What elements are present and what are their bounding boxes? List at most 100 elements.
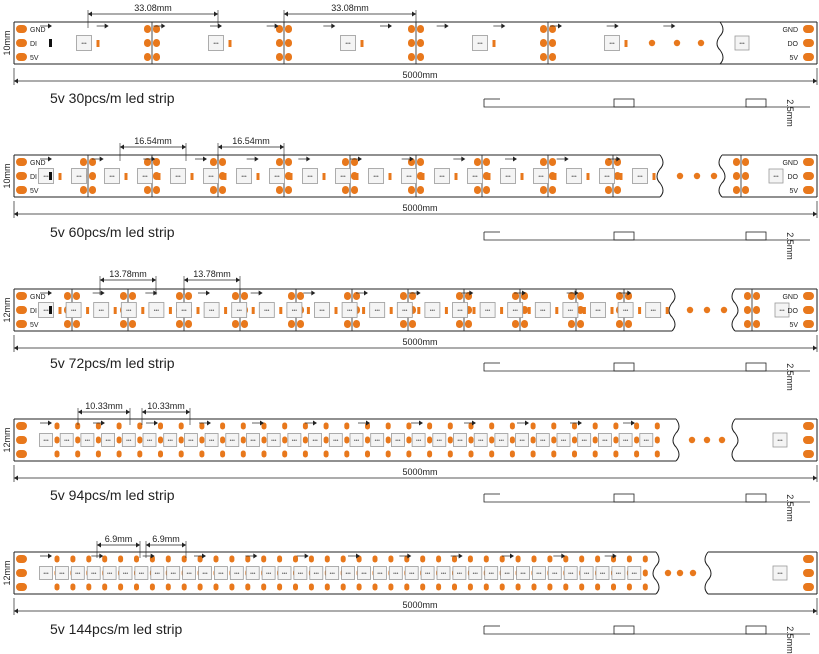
solder-pad: [452, 555, 457, 563]
solder-pad: [531, 583, 537, 591]
led-chip-marker: •••: [499, 438, 505, 444]
led-chip-marker: •••: [395, 438, 401, 444]
solder-pad: [240, 422, 246, 430]
spacing-label: 16.54mm: [232, 136, 270, 146]
solder-pad: [73, 320, 80, 328]
solder-pad: [803, 450, 814, 458]
data-direction-arrow-head: [218, 23, 222, 29]
led-chip: [335, 168, 351, 184]
spacing-arrow-head: [146, 542, 150, 548]
spacing-arrow-head: [97, 542, 101, 548]
solder-pad: [417, 53, 424, 61]
solder-pad: [137, 436, 143, 444]
ellipsis-dot: [703, 436, 711, 444]
led-chip-marker: •••: [485, 308, 491, 314]
solder-pad: [613, 450, 619, 458]
pin-label-gnd: GND: [30, 27, 46, 34]
solder-pad: [572, 450, 577, 458]
profile-component: [745, 493, 767, 503]
solder-pad: [158, 450, 163, 458]
solder-pad: [229, 555, 235, 563]
led-chip: [590, 302, 606, 318]
length-arrow-head: [813, 608, 817, 614]
solder-pad: [261, 583, 267, 591]
solder-pad: [436, 583, 442, 591]
led-chip-marker: •••: [582, 438, 588, 444]
solder-pad: [626, 583, 632, 591]
data-direction-arrow-head: [311, 290, 316, 296]
solder-pad: [240, 450, 246, 458]
solder-pad: [353, 292, 360, 300]
solder-pad: [744, 320, 751, 328]
led-chip-marker: •••: [425, 571, 431, 577]
led-chip-marker: •••: [241, 174, 247, 180]
pin-label-di: DI: [30, 174, 37, 181]
solder-pad: [340, 555, 346, 563]
solder-pad: [276, 53, 283, 61]
led-chip-marker: •••: [147, 438, 153, 444]
resistor: [624, 40, 628, 47]
data-direction-arrow-head: [153, 290, 158, 296]
solder-pad: [181, 555, 187, 563]
led-chip-marker: •••: [637, 174, 643, 180]
profile-component: [745, 362, 767, 372]
solder-pad: [75, 422, 81, 430]
solder-pad: [165, 555, 171, 563]
led-chip-marker: •••: [779, 308, 785, 314]
led-chip: [204, 433, 219, 447]
led-chip-marker: •••: [274, 174, 280, 180]
led-chip: [328, 433, 343, 447]
solder-pad: [95, 450, 101, 458]
solder-pad: [16, 569, 27, 577]
solder-pad: [540, 25, 547, 33]
solder-pad: [579, 555, 585, 563]
led-chip-marker: •••: [520, 571, 526, 577]
strip-title: 5v 72pcs/m led strip: [50, 355, 175, 371]
resistor: [113, 307, 117, 314]
led-chip: [774, 302, 790, 318]
led-chip: [368, 168, 384, 184]
solder-pad: [372, 555, 378, 563]
profile-component: [745, 625, 767, 635]
data-direction-arrow-head: [306, 156, 311, 162]
spacing-arrow-head: [136, 542, 140, 548]
led-chip: [494, 433, 509, 447]
data-direction-arrow-head: [99, 553, 104, 559]
led-chip: [424, 302, 441, 318]
led-chip: [349, 433, 364, 447]
solder-pad: [427, 436, 433, 444]
solder-pad: [467, 555, 473, 563]
strip-break-edge: [656, 154, 664, 198]
solder-pad: [634, 450, 640, 458]
solder-pad: [447, 450, 453, 458]
led-chip: [370, 433, 385, 447]
solder-pad: [577, 320, 584, 328]
resistor: [289, 173, 293, 180]
solder-pad: [634, 422, 640, 430]
solder-pad: [344, 422, 350, 430]
solder-pad: [351, 186, 358, 194]
solder-pad: [210, 186, 217, 194]
led-chip: [453, 433, 467, 447]
resistor: [355, 173, 359, 180]
led-chip: [203, 302, 220, 318]
solder-pad: [199, 436, 205, 444]
data-direction-arrow-head: [202, 553, 206, 559]
profile-component: [613, 493, 635, 503]
solder-pad: [185, 292, 192, 300]
solder-pad: [406, 422, 412, 430]
solder-pad: [344, 292, 351, 300]
led-chip: [102, 566, 117, 580]
data-direction-arrow-head: [207, 420, 211, 426]
solder-pad: [70, 555, 76, 563]
led-chip: [611, 566, 626, 580]
ellipsis-dot: [676, 569, 684, 577]
solder-pad: [521, 320, 528, 328]
spacing-label: 13.78mm: [193, 269, 231, 279]
led-chip-marker: •••: [540, 308, 546, 314]
solder-pad: [803, 306, 814, 314]
data-direction-arrow-head: [253, 553, 258, 559]
solder-pad: [733, 158, 740, 166]
solder-pad: [452, 583, 457, 591]
solder-pad: [420, 583, 426, 591]
